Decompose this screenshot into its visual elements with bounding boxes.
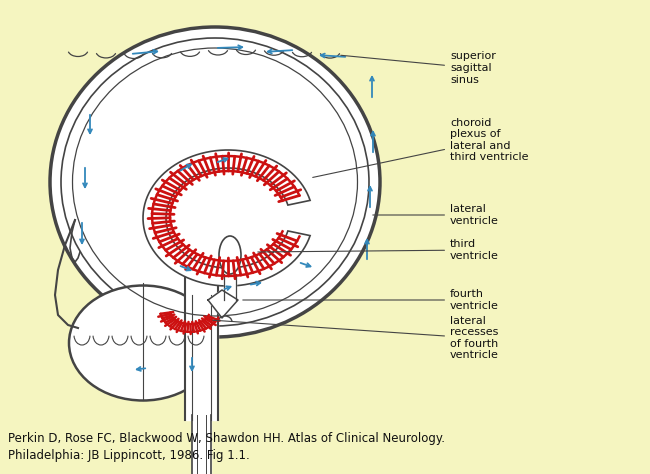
Text: superior
sagittal
sinus: superior sagittal sinus <box>341 51 496 84</box>
Text: lateral
recesses
of fourth
ventricle: lateral recesses of fourth ventricle <box>213 316 499 360</box>
Text: Perkin D, Rose FC, Blackwood W, Shawdon HH. Atlas of Clinical Neurology.: Perkin D, Rose FC, Blackwood W, Shawdon … <box>8 432 445 445</box>
Text: third
ventricle: third ventricle <box>258 239 499 261</box>
Text: Philadelphia: JB Lippincott, 1986. Fig 1.1.: Philadelphia: JB Lippincott, 1986. Fig 1… <box>8 449 250 462</box>
Polygon shape <box>192 420 211 474</box>
Ellipse shape <box>219 236 241 274</box>
Polygon shape <box>224 274 236 300</box>
Polygon shape <box>185 268 218 420</box>
Polygon shape <box>208 290 238 318</box>
Text: fourth
ventricle: fourth ventricle <box>243 289 499 311</box>
Ellipse shape <box>69 285 217 401</box>
Text: lateral
ventricle: lateral ventricle <box>373 204 499 226</box>
Ellipse shape <box>50 27 380 337</box>
Text: choroid
plexus of
lateral and
third ventricle: choroid plexus of lateral and third vent… <box>313 118 528 177</box>
Polygon shape <box>143 150 310 286</box>
